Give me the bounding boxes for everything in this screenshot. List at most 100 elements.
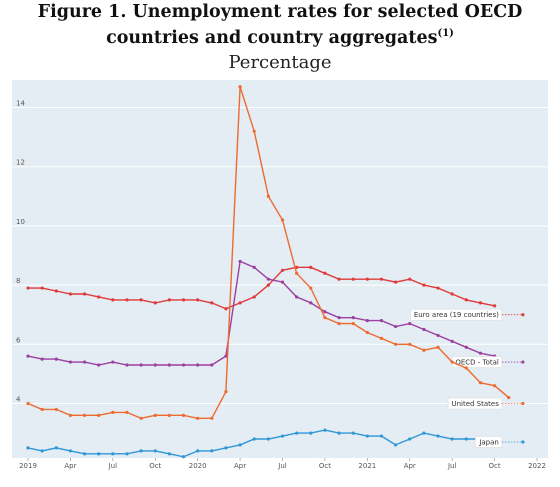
data-point xyxy=(125,410,129,414)
data-point xyxy=(323,271,327,275)
data-point xyxy=(111,452,115,456)
data-point xyxy=(252,265,256,269)
data-point xyxy=(97,452,101,456)
y-tick-label: 8 xyxy=(16,277,20,285)
data-point xyxy=(450,437,454,441)
y-tick-label: 4 xyxy=(16,396,21,404)
data-point xyxy=(40,449,44,453)
x-tick-label: 2019 xyxy=(19,462,37,470)
data-point xyxy=(323,310,327,314)
data-point xyxy=(266,437,270,441)
data-point xyxy=(139,298,143,302)
data-point xyxy=(351,316,355,320)
data-point xyxy=(408,277,412,281)
data-point xyxy=(295,295,299,299)
data-point xyxy=(379,319,384,323)
data-point xyxy=(68,449,73,453)
data-point xyxy=(252,295,256,299)
series-end-label: Euro area (19 countries) xyxy=(414,311,499,319)
data-point xyxy=(464,298,468,302)
data-point xyxy=(266,277,270,281)
data-point xyxy=(252,129,256,133)
data-point xyxy=(365,277,369,281)
data-point xyxy=(379,336,384,340)
data-point xyxy=(309,431,313,435)
data-point xyxy=(422,431,426,435)
data-point xyxy=(337,316,341,320)
data-point xyxy=(125,363,129,367)
data-point xyxy=(521,360,525,364)
data-point xyxy=(238,85,242,89)
data-point xyxy=(478,301,483,305)
data-point xyxy=(507,395,511,400)
data-point xyxy=(323,316,327,320)
data-point xyxy=(351,431,355,435)
data-point xyxy=(266,283,270,287)
title-footnote-marker: (1) xyxy=(437,28,454,39)
data-point xyxy=(521,401,525,406)
data-point xyxy=(394,342,398,346)
data-point xyxy=(309,301,313,305)
data-point xyxy=(436,333,440,338)
data-point xyxy=(68,292,73,296)
data-point xyxy=(309,265,313,269)
data-point xyxy=(111,298,115,302)
data-point xyxy=(337,431,341,435)
data-point xyxy=(125,452,129,456)
data-point xyxy=(238,301,242,305)
title-line-1: Figure 1. Unemployment rates for selecte… xyxy=(37,2,523,22)
data-point xyxy=(181,363,186,367)
x-tick-label: Apr xyxy=(404,462,416,470)
x-tick-label: Oct xyxy=(319,462,331,470)
data-point xyxy=(26,401,30,406)
data-point xyxy=(111,410,115,414)
figure-title: Figure 1. Unemployment rates for selecte… xyxy=(0,2,560,49)
data-point xyxy=(280,218,285,222)
data-point xyxy=(436,345,440,349)
data-point xyxy=(153,301,157,305)
data-point xyxy=(224,390,228,394)
data-point xyxy=(26,286,30,290)
data-point xyxy=(295,271,299,275)
data-point xyxy=(394,280,398,284)
data-point xyxy=(295,431,299,435)
data-point xyxy=(54,407,58,412)
data-point xyxy=(97,295,101,299)
data-point xyxy=(68,360,73,364)
data-point xyxy=(210,363,214,367)
data-point xyxy=(450,292,454,296)
data-point xyxy=(365,434,369,438)
data-point xyxy=(54,446,58,450)
data-point xyxy=(464,437,468,441)
data-point xyxy=(422,348,426,352)
data-point xyxy=(40,357,44,361)
data-point xyxy=(450,339,454,343)
data-point xyxy=(167,452,171,456)
data-point xyxy=(40,407,44,412)
data-point xyxy=(54,357,58,361)
data-point xyxy=(337,277,341,281)
data-point xyxy=(139,449,143,453)
data-point xyxy=(379,277,384,281)
data-point xyxy=(224,307,228,311)
title-line-2: countries and country aggregates xyxy=(106,27,438,48)
data-point xyxy=(408,342,412,346)
data-point xyxy=(210,449,214,453)
data-point xyxy=(68,413,73,417)
data-point xyxy=(111,360,115,364)
data-point xyxy=(492,384,497,388)
data-point xyxy=(521,440,525,444)
data-point xyxy=(40,286,44,290)
chart-subtitle: Percentage xyxy=(228,52,332,73)
data-point xyxy=(26,354,30,358)
data-point xyxy=(224,354,228,358)
data-point xyxy=(280,280,285,284)
data-point xyxy=(436,286,440,290)
series-end-label: United States xyxy=(451,400,499,408)
series-line-0 xyxy=(28,266,495,310)
x-tick-label: 2022 xyxy=(528,462,546,470)
data-point xyxy=(280,434,285,438)
x-tick-label: Apr xyxy=(64,462,76,470)
data-point xyxy=(181,298,186,302)
data-point xyxy=(196,363,200,367)
